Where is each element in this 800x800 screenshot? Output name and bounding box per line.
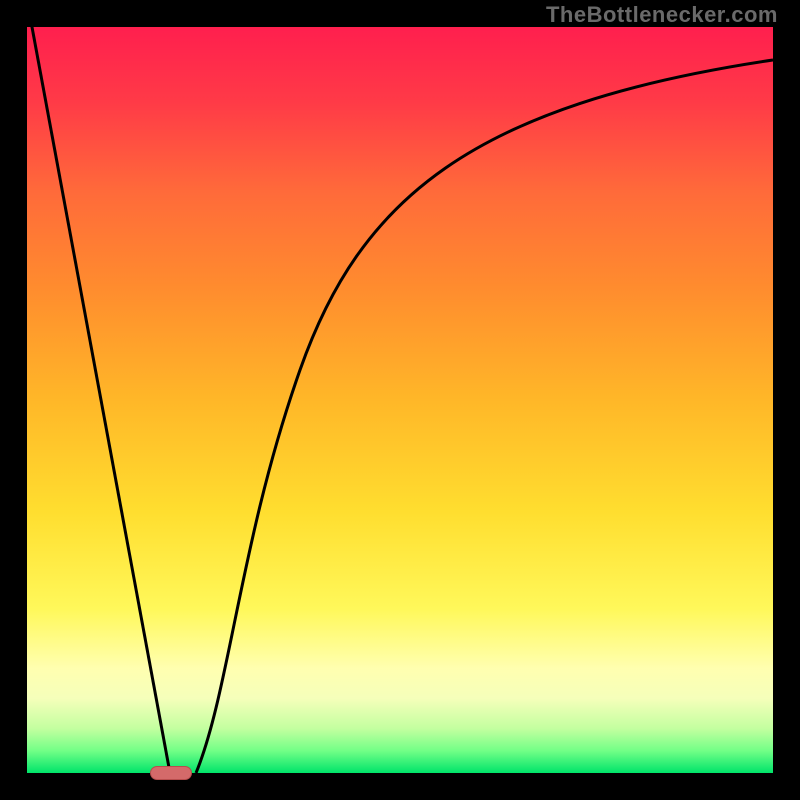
curve-left bbox=[27, 27, 170, 773]
curve-right bbox=[196, 60, 773, 773]
curve-layer bbox=[27, 27, 773, 773]
plot-area bbox=[27, 27, 773, 773]
min-marker bbox=[150, 766, 192, 780]
chart-root: { "canvas": { "width": 800, "height": 80… bbox=[0, 0, 800, 800]
watermark-text: TheBottlenecker.com bbox=[546, 2, 778, 28]
